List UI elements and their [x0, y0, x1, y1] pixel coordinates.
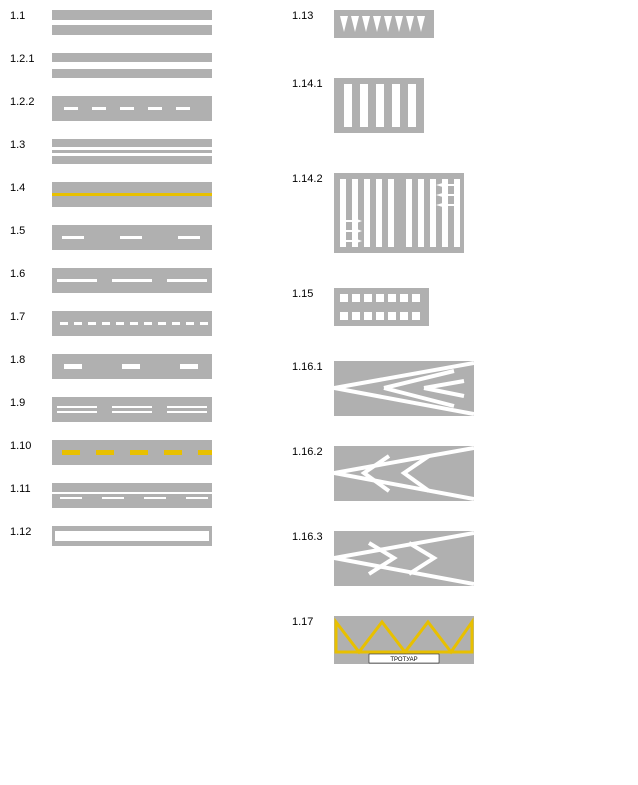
sign-1.5 [52, 225, 212, 250]
sign-1.10 [52, 440, 212, 465]
label: 1.3 [10, 139, 52, 151]
sign-1.12 [52, 526, 212, 546]
label: 1.6 [10, 268, 52, 280]
item-1.14.2: 1.14.2 [292, 173, 474, 253]
label: 1.12 [10, 526, 52, 538]
sign-1.4 [52, 182, 212, 207]
item-1.2.1: 1.2.1 [10, 53, 212, 78]
sign-1.9 [52, 397, 212, 422]
label: 1.11 [10, 483, 52, 495]
sign-1.8 [52, 354, 212, 379]
item-1.12: 1.12 [10, 526, 212, 546]
sign-1.1 [52, 10, 212, 35]
label: 1.2.1 [10, 53, 52, 65]
sign-1.15 [334, 288, 429, 326]
item-1.6: 1.6 [10, 268, 212, 293]
sign-1.14.2 [334, 173, 464, 253]
item-1.3: 1.3 [10, 139, 212, 164]
item-1.13: 1.13 [292, 10, 474, 38]
item-1.11: 1.11 [10, 483, 212, 508]
sign-1.3 [52, 139, 212, 164]
left-column: 1.1 1.2.1 1.2.2 [10, 10, 212, 682]
sign-1.13 [334, 10, 434, 38]
item-1.5: 1.5 [10, 225, 212, 250]
item-1.16.3: 1.16.3 [292, 531, 474, 586]
item-1.15: 1.15 [292, 288, 474, 326]
label: 1.15 [292, 288, 334, 300]
label: 1.1 [10, 10, 52, 22]
item-1.17: 1.17 ТРОТУАР [292, 616, 474, 664]
label: 1.9 [10, 397, 52, 409]
sign-1.11 [52, 483, 212, 508]
sign-1.16.2 [334, 446, 474, 501]
sign-1.14.1 [334, 78, 424, 133]
label: 1.8 [10, 354, 52, 366]
item-1.16.1: 1.16.1 [292, 361, 474, 416]
label: 1.7 [10, 311, 52, 323]
label: 1.10 [10, 440, 52, 452]
label: 1.16.3 [292, 531, 334, 543]
item-1.1: 1.1 [10, 10, 212, 35]
label: 1.13 [292, 10, 334, 22]
label: 1.5 [10, 225, 52, 237]
item-1.14.1: 1.14.1 [292, 78, 474, 133]
item-1.9: 1.9 [10, 397, 212, 422]
sign-1.16.3 [334, 531, 474, 586]
label: 1.14.1 [292, 78, 334, 90]
label: 1.17 [292, 616, 334, 628]
label: 1.16.2 [292, 446, 334, 458]
item-1.2.2: 1.2.2 [10, 96, 212, 121]
item-1.10: 1.10 [10, 440, 212, 465]
sign-1.16.1 [334, 361, 474, 416]
label: 1.2.2 [10, 96, 52, 108]
sign-1.2.2 [52, 96, 212, 121]
label: 1.16.1 [292, 361, 334, 373]
sign-1.2.1 [52, 53, 212, 78]
right-column: 1.13 1.14.1 [292, 10, 474, 682]
sign-1.17: ТРОТУАР [334, 616, 474, 664]
item-1.4: 1.4 [10, 182, 212, 207]
sign-1.7 [52, 311, 212, 336]
item-1.8: 1.8 [10, 354, 212, 379]
item-1.16.2: 1.16.2 [292, 446, 474, 501]
item-1.7: 1.7 [10, 311, 212, 336]
trotuar-text: ТРОТУАР [390, 657, 417, 663]
sign-1.6 [52, 268, 212, 293]
label: 1.14.2 [292, 173, 334, 185]
marking-grid: 1.1 1.2.1 1.2.2 [10, 10, 628, 682]
label: 1.4 [10, 182, 52, 194]
